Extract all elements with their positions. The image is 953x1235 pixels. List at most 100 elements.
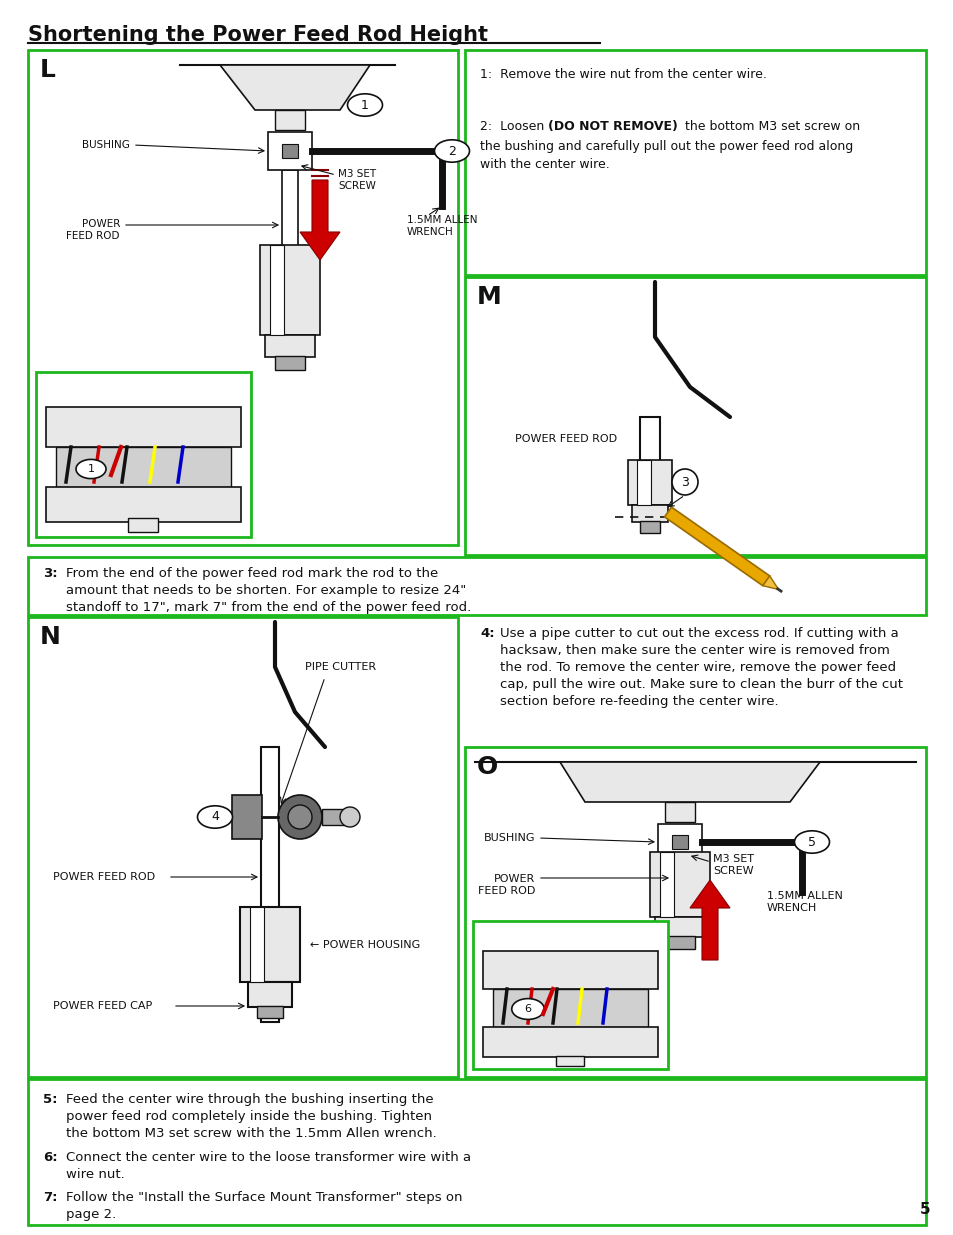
Text: From the end of the power feed rod mark the rod to the
amount that needs to be s: From the end of the power feed rod mark … (66, 567, 471, 614)
Text: O: O (476, 755, 497, 779)
Bar (36, 372, 251, 537)
Bar (464, 747, 925, 1077)
Ellipse shape (76, 459, 106, 479)
Text: 1:  Remove the wire nut from the center wire.: 1: Remove the wire nut from the center w… (479, 68, 766, 82)
Text: N: N (40, 625, 61, 650)
Bar (28, 1079, 925, 1225)
Text: Feed the center wire through the bushing inserting the
power feed rod completely: Feed the center wire through the bushing… (66, 1093, 436, 1140)
Bar (639, 521, 659, 534)
Bar (282, 170, 297, 366)
Polygon shape (664, 508, 769, 585)
Bar (282, 144, 297, 158)
Polygon shape (762, 576, 778, 589)
Bar (265, 335, 314, 357)
Text: 1.5MM ALLEN
WRENCH: 1.5MM ALLEN WRENCH (766, 890, 842, 913)
Bar (250, 906, 264, 982)
Text: 5: 5 (919, 1202, 929, 1216)
Bar (482, 951, 658, 989)
Bar (627, 459, 671, 505)
Text: Follow the "Install the Surface Mount Transformer" steps on
page 2.: Follow the "Install the Surface Mount Tr… (66, 1191, 462, 1221)
Text: POWER FEED ROD: POWER FEED ROD (515, 433, 617, 445)
Ellipse shape (511, 999, 543, 1019)
Text: the bushing and carefully pull out the power feed rod along: the bushing and carefully pull out the p… (479, 140, 852, 153)
Bar (464, 277, 925, 555)
Bar (655, 918, 704, 937)
Ellipse shape (347, 94, 382, 116)
Text: Connect the center wire to the loose transformer wire with a
wire nut.: Connect the center wire to the loose tra… (66, 1151, 471, 1181)
Bar (659, 852, 673, 918)
Bar (493, 989, 647, 1028)
Bar (28, 557, 925, 615)
Bar (671, 835, 687, 848)
Circle shape (288, 805, 312, 829)
Bar (56, 447, 231, 487)
Text: 4: 4 (211, 810, 218, 824)
Bar (46, 487, 241, 522)
Ellipse shape (434, 140, 469, 162)
Text: L: L (40, 58, 56, 82)
Polygon shape (220, 65, 370, 110)
Bar (464, 49, 925, 275)
Text: 1: 1 (360, 99, 369, 111)
Text: POWER FEED CAP: POWER FEED CAP (53, 1002, 152, 1011)
Ellipse shape (197, 805, 233, 829)
Bar (28, 618, 457, 1077)
Bar (664, 936, 695, 948)
Bar (260, 245, 319, 335)
Text: 6:: 6: (43, 1151, 57, 1165)
Bar (658, 824, 701, 860)
Text: M3 SET
SCREW: M3 SET SCREW (337, 169, 375, 191)
Bar (256, 1007, 283, 1018)
Text: PIPE CUTTER: PIPE CUTTER (305, 662, 375, 672)
Text: 4:: 4: (479, 627, 494, 640)
Text: 3:: 3: (43, 567, 57, 580)
Text: 2: 2 (448, 144, 456, 158)
Ellipse shape (794, 831, 828, 853)
Text: BUSHING: BUSHING (483, 832, 535, 844)
Bar (46, 408, 241, 447)
Bar (270, 245, 284, 335)
Bar (671, 860, 687, 947)
Text: Use a pipe cutter to cut out the excess rod. If cutting with a
hacksaw, then mak: Use a pipe cutter to cut out the excess … (499, 627, 902, 708)
Bar (637, 459, 650, 505)
Polygon shape (559, 762, 820, 802)
Bar (482, 1028, 658, 1057)
Bar (649, 852, 709, 918)
Text: 5: 5 (807, 836, 815, 848)
Text: the bottom M3 set screw on: the bottom M3 set screw on (684, 120, 860, 133)
Text: POWER FEED ROD: POWER FEED ROD (53, 872, 155, 882)
Bar (248, 982, 292, 1007)
Text: 1: 1 (88, 464, 94, 474)
Text: 6: 6 (524, 1004, 531, 1014)
Text: POWER
FEED ROD: POWER FEED ROD (477, 874, 535, 897)
Bar (28, 49, 457, 545)
Polygon shape (299, 180, 339, 261)
Bar (322, 809, 347, 825)
Text: POWER
FEED ROD: POWER FEED ROD (67, 219, 120, 241)
Bar (631, 505, 667, 522)
Bar (274, 110, 305, 130)
Text: 2:  Loosen: 2: Loosen (479, 120, 548, 133)
Polygon shape (689, 881, 729, 960)
Bar (232, 795, 262, 839)
Circle shape (339, 806, 359, 827)
Text: M: M (476, 285, 501, 309)
Bar (261, 747, 278, 1023)
Bar (664, 802, 695, 823)
Text: 1.5MM ALLEN
WRENCH: 1.5MM ALLEN WRENCH (407, 215, 477, 237)
Text: 7:: 7: (43, 1191, 57, 1204)
Bar (473, 921, 667, 1070)
Bar (556, 1056, 583, 1066)
Text: Shortening the Power Feed Rod Height: Shortening the Power Feed Rod Height (28, 25, 488, 44)
Bar (128, 517, 158, 532)
Text: with the center wire.: with the center wire. (479, 158, 609, 170)
Bar (639, 417, 659, 500)
Circle shape (671, 469, 698, 495)
Text: 5:: 5: (43, 1093, 57, 1107)
Text: BUSHING: BUSHING (82, 140, 130, 149)
Bar (268, 132, 312, 170)
Bar (240, 906, 299, 982)
Text: 3: 3 (680, 475, 688, 489)
Text: ← POWER HOUSING: ← POWER HOUSING (310, 940, 420, 950)
Bar (274, 356, 305, 370)
